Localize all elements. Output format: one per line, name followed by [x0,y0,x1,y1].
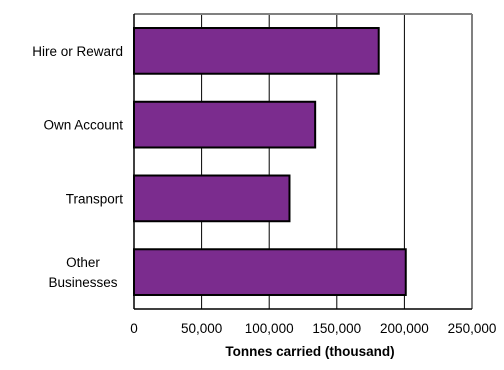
bar-1 [133,100,317,149]
x-axis-title: Tonnes carried (thousand) [225,344,394,359]
bars [133,27,407,296]
x-tick-label-2: 100,000 [245,321,294,336]
bar-3 [133,248,407,296]
category-label-0-0: Hire or Reward [32,44,123,59]
x-tick-label-5: 250,000 [448,321,497,336]
bar-0 [133,27,380,75]
category-labels: Hire or Reward Own Account Transport Other B… [32,44,123,290]
category-label-3-0: Other [66,255,100,270]
x-tick-label-4: 200,000 [380,321,429,336]
x-tick-label-0: 0 [130,321,138,336]
category-label-1-0: Own Account [43,118,123,133]
plot-frame [133,13,473,310]
category-label-3-1: Businesses [48,275,117,290]
category-label-2-0: Transport [66,191,124,206]
x-tick-label-1: 50,000 [181,321,222,336]
bar-2 [133,174,291,223]
x-tick-labels: 0 50,000 100,000 150,000 200,000 250,000 [130,321,496,336]
x-tick-label-3: 150,000 [312,321,361,336]
